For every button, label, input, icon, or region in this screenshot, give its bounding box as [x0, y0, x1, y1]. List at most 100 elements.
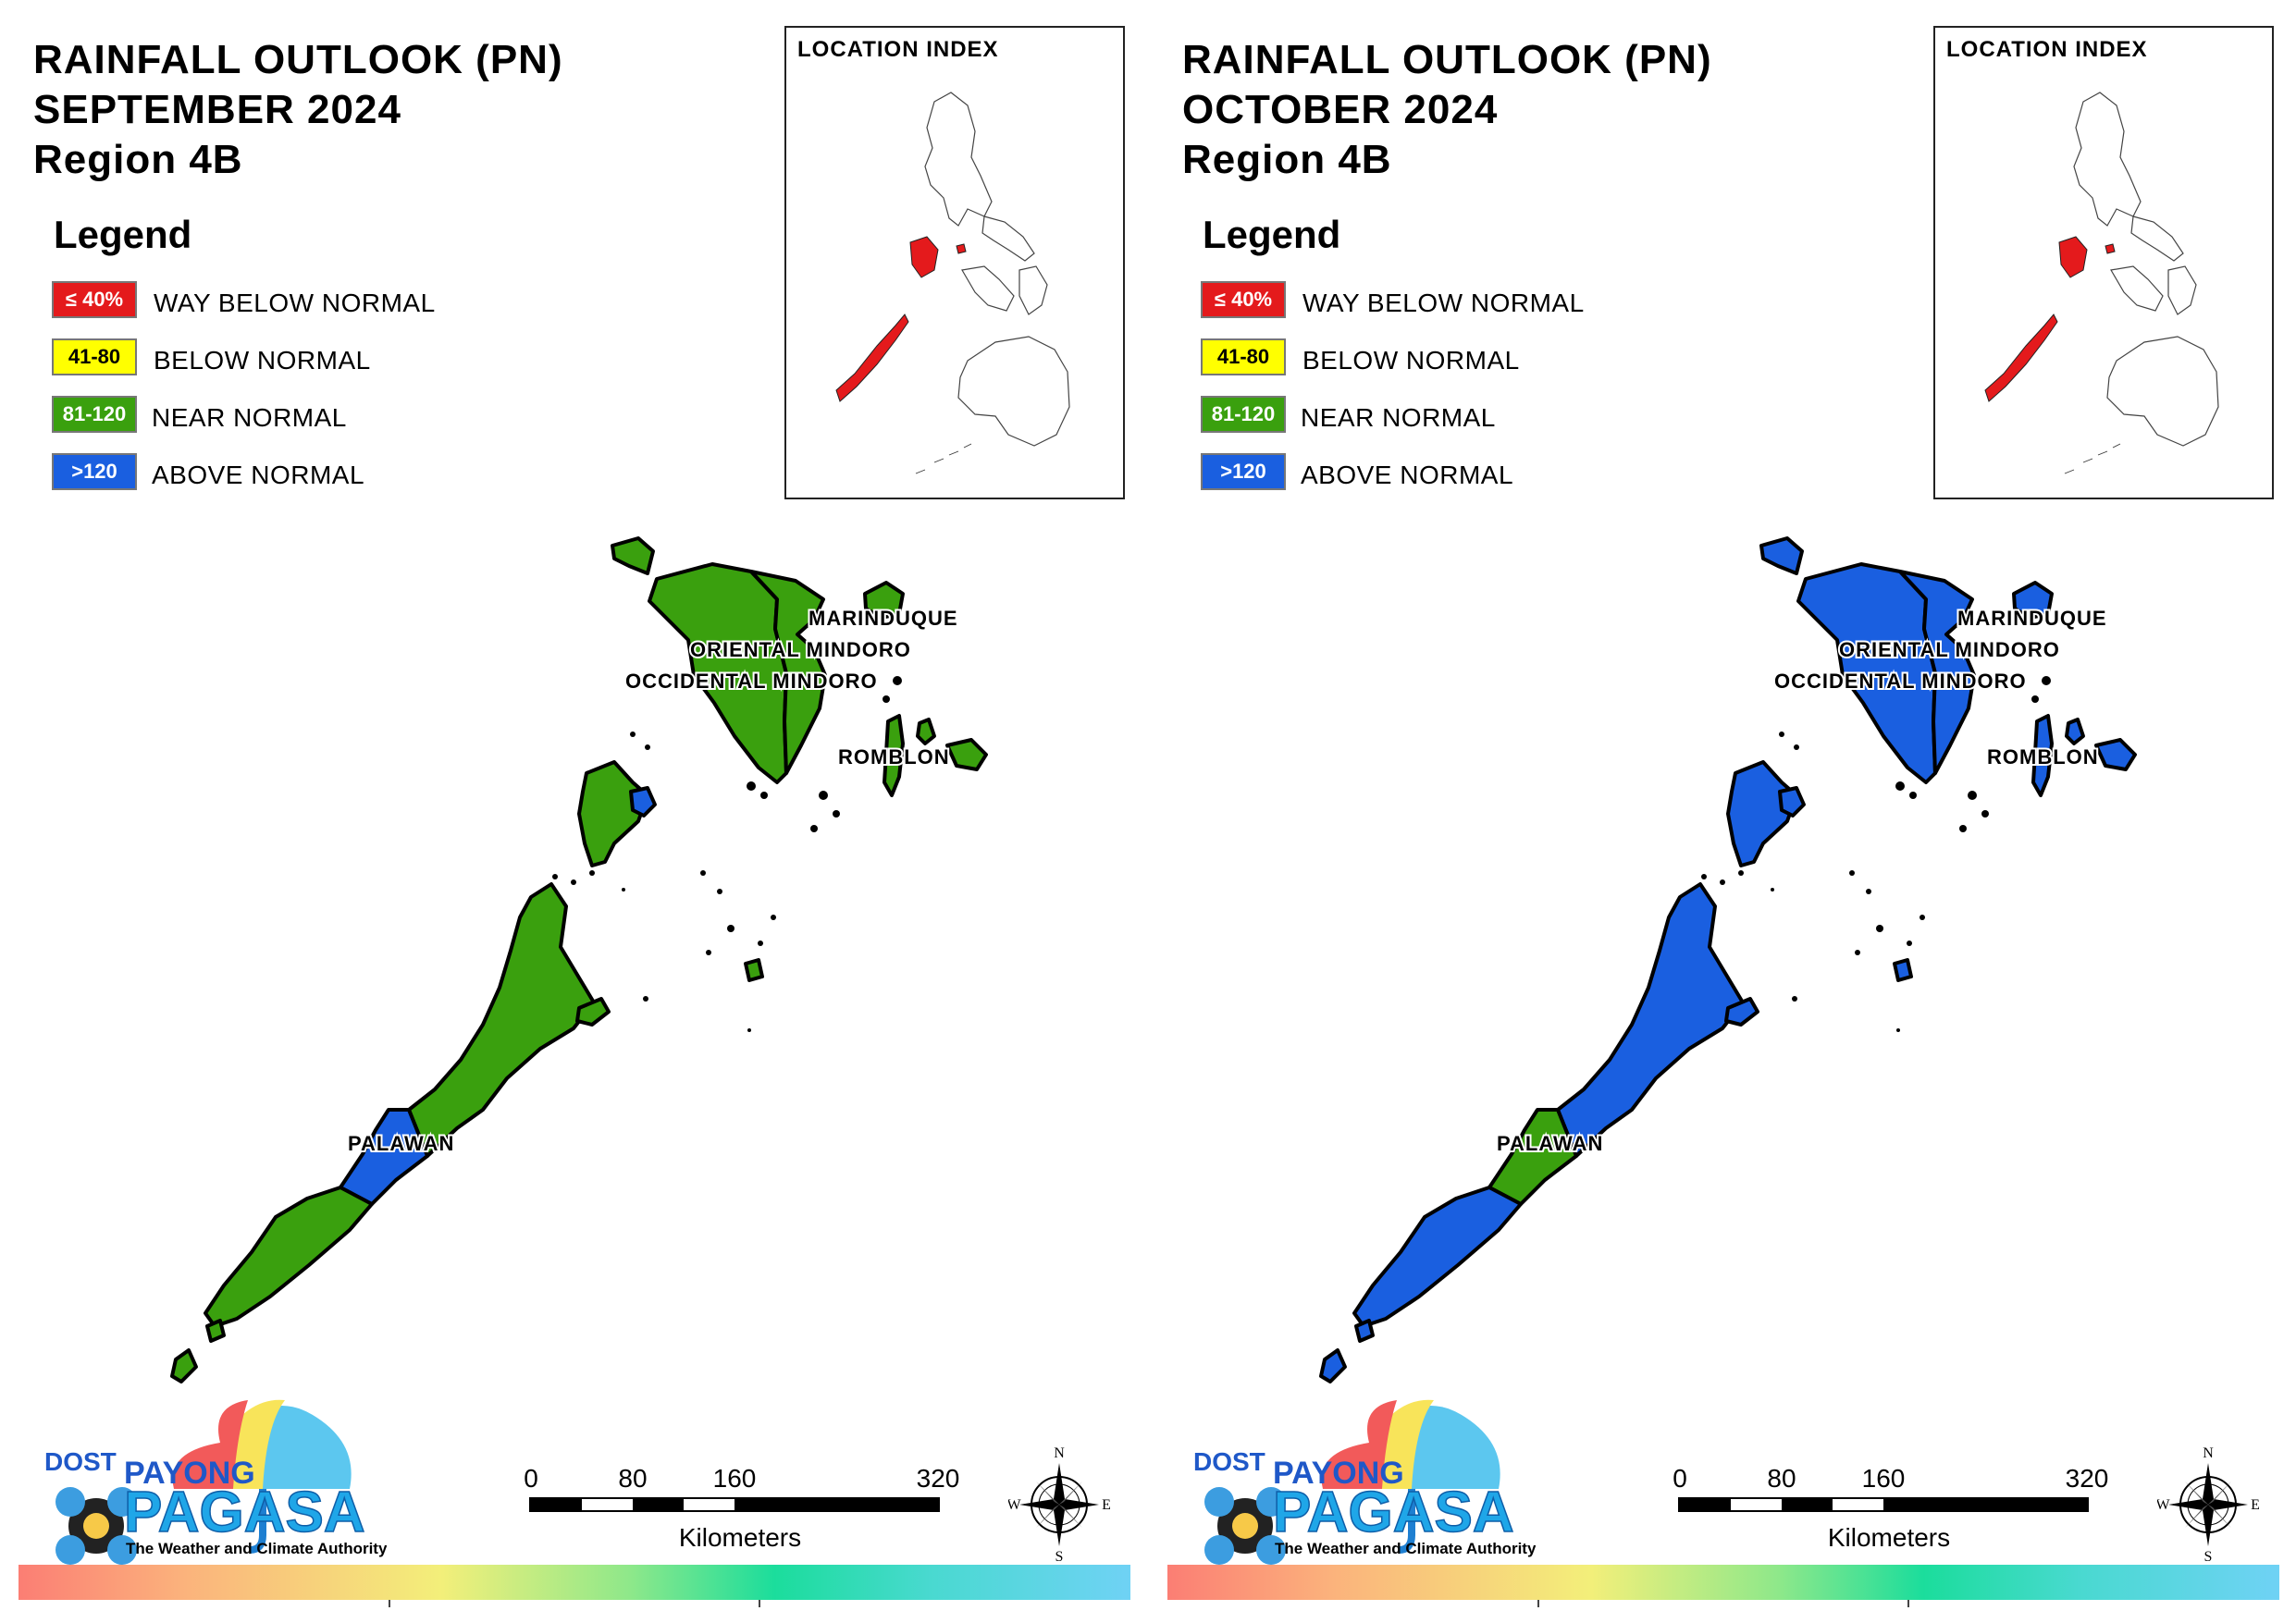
palawan-south-shape [1352, 1186, 1523, 1328]
marinduque-inset-highlight [2105, 243, 2116, 254]
region-4b-map: MARINDUQUE ORIENTAL MINDORO OCCIDENTAL M… [170, 536, 988, 1383]
legend-label: NEAR NORMAL [152, 403, 347, 432]
compass-west: W [1008, 1497, 1021, 1513]
scale-tick-label: 320 [916, 1464, 960, 1493]
balabac-shape [1319, 1348, 1347, 1383]
palawan-inset-highlight [1984, 314, 2058, 402]
scale-bar: 0 80 160 320 Kilometers [1667, 1457, 2111, 1568]
romblon-tablas-shape [2031, 714, 2054, 797]
oriental-mindoro-shape [749, 570, 827, 775]
legend-label: BELOW NORMAL [1302, 346, 1520, 375]
compass-east: E [2251, 1497, 2259, 1513]
compass-icon: N S E W [1006, 1445, 1110, 1565]
palawan-north-shape [577, 760, 649, 867]
map-labels: MARINDUQUE ORIENTAL MINDORO OCCIDENTAL M… [1495, 605, 2108, 1157]
legend-swatch: ≤ 40% [1201, 281, 1286, 318]
title-line-1: RAINFALL OUTLOOK (PN) [1182, 37, 1712, 82]
romblon-tablas-shape [883, 714, 905, 797]
marinduque-inset-highlight [956, 243, 967, 254]
map-labels: MARINDUQUE ORIENTAL MINDORO OCCIDENTAL M… [346, 605, 959, 1157]
samar-leyte-shape [2167, 265, 2197, 315]
palawan-south-shape [204, 1186, 374, 1328]
scale-unit: Kilometers [1827, 1523, 1951, 1552]
logo-pagasa: PAGASA [1273, 1481, 1514, 1544]
palawan-central-shape [1556, 882, 1745, 1158]
title-line-2: OCTOBER 2024 [1182, 87, 1499, 132]
label-palawan: PALAWAN [1497, 1132, 1603, 1155]
legend-label: WAY BELOW NORMAL [1302, 289, 1585, 317]
legend-label: WAY BELOW NORMAL [154, 289, 436, 317]
palawan-north-tip-shape [1778, 786, 1806, 818]
strip-tick [759, 1600, 760, 1607]
romblon-small-shape [2065, 718, 2085, 745]
legend-swatch: ≤ 40% [52, 281, 137, 318]
bugsuk-shape [1354, 1319, 1375, 1343]
compass-rose: N S E W [1006, 1443, 1110, 1568]
region-4b-map: MARINDUQUE ORIENTAL MINDORO OCCIDENTAL M… [1319, 536, 2137, 1383]
compass-south: S [1055, 1549, 1064, 1563]
legend-swatch: >120 [52, 453, 137, 490]
legend-swatch: 81-120 [52, 396, 137, 433]
location-index-inset: LOCATION INDEX [1933, 26, 2274, 499]
philippines-inset-map [1984, 92, 2219, 474]
label-marinduque: MARINDUQUE [809, 607, 958, 630]
title-line-2: SEPTEMBER 2024 [33, 87, 401, 132]
compass-east: E [1102, 1497, 1110, 1513]
legend-label: BELOW NORMAL [154, 346, 371, 375]
compass-rose: N S E W [2155, 1443, 2259, 1568]
scale-bar: 0 80 160 320 Kilometers [518, 1457, 962, 1568]
compass-west: W [2157, 1497, 2170, 1513]
legend-title: Legend [54, 213, 192, 256]
legend-swatch: 41-80 [1201, 338, 1286, 375]
label-occidental-mindoro: OCCIDENTAL MINDORO [625, 670, 878, 693]
compass-south: S [2204, 1549, 2213, 1563]
lubang-island-shape [1759, 536, 1804, 575]
logo-dost: DOST [44, 1447, 117, 1476]
palawan-inset-highlight [835, 314, 909, 402]
visayas-shape [961, 265, 1015, 312]
pagasa-logo-graphic: DOST PAYONG PAGASA The Weather and Clima… [1193, 1399, 1537, 1565]
sulu-islands-shape [915, 443, 972, 474]
mindanao-shape [2106, 336, 2219, 447]
palawan-puerto-shape [339, 1108, 429, 1206]
legend-title: Legend [1203, 213, 1341, 256]
footer-gradient-strip [1167, 1565, 2279, 1600]
compass-north: N [2203, 1445, 2214, 1461]
scale-unit: Kilometers [678, 1523, 802, 1552]
scale-tick-label: 320 [2065, 1464, 2109, 1493]
palawan-east-island-shape [1724, 997, 1759, 1027]
label-occidental-mindoro: OCCIDENTAL MINDORO [1774, 670, 2027, 693]
legend-label: ABOVE NORMAL [152, 461, 365, 489]
legend-swatch: 41-80 [52, 338, 137, 375]
logo-dost: DOST [1193, 1447, 1265, 1476]
cuyo-island-shape [1893, 958, 1913, 982]
footer-gradient-strip [19, 1565, 1130, 1600]
sulu-islands-shape [2064, 443, 2121, 474]
map-title: RAINFALL OUTLOOK (PN) OCTOBER 2024 Regio… [1182, 35, 1712, 185]
marinduque-shape [2012, 581, 2054, 620]
label-oriental-mindoro: ORIENTAL MINDORO [1839, 638, 2060, 661]
strip-tick [1537, 1600, 1539, 1607]
scale-tick-label: 0 [1673, 1464, 1687, 1493]
outlook-panel-october: RAINFALL OUTLOOK (PN) OCTOBER 2024 Regio… [1149, 0, 2296, 1623]
visayas-shape [2110, 265, 2164, 312]
pagasa-logo-graphic: DOST PAYONG PAGASA The Weather and Clima… [44, 1399, 388, 1565]
location-index-inset: LOCATION INDEX [784, 26, 1125, 499]
palawan-north-tip-shape [629, 786, 657, 818]
marinduque-shape [863, 581, 905, 620]
luzon-shape [924, 92, 993, 227]
scale-tick-label: 160 [1861, 1464, 1906, 1493]
scale-bar-segments [1678, 1497, 2089, 1512]
label-marinduque: MARINDUQUE [1957, 607, 2107, 630]
romblon-sibuyan-shape [2094, 738, 2137, 771]
romblon-sibuyan-shape [945, 738, 988, 771]
logo-pagasa: PAGASA [124, 1481, 365, 1544]
location-index-title: LOCATION INDEX [797, 37, 999, 62]
cuyo-island-shape [744, 958, 764, 982]
lubang-island-shape [611, 536, 655, 575]
scale-tick-label: 0 [524, 1464, 538, 1493]
scale-bar-segments [529, 1497, 940, 1512]
logo-tagline: The Weather and Climate Authority [126, 1540, 387, 1557]
mindoro-inset-highlight [2058, 236, 2088, 278]
logo-payong: PAYONG [124, 1456, 255, 1491]
